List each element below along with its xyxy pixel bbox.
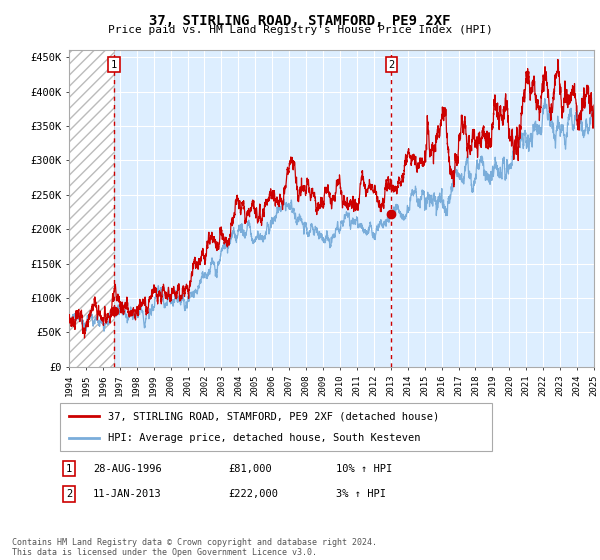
Text: 28-AUG-1996: 28-AUG-1996 bbox=[93, 464, 162, 474]
Text: 11-JAN-2013: 11-JAN-2013 bbox=[93, 489, 162, 499]
Text: £81,000: £81,000 bbox=[228, 464, 272, 474]
Text: 37, STIRLING ROAD, STAMFORD, PE9 2XF (detached house): 37, STIRLING ROAD, STAMFORD, PE9 2XF (de… bbox=[107, 411, 439, 421]
Text: Price paid vs. HM Land Registry's House Price Index (HPI): Price paid vs. HM Land Registry's House … bbox=[107, 25, 493, 35]
Text: 1: 1 bbox=[111, 59, 117, 69]
Text: 2: 2 bbox=[66, 489, 72, 499]
Text: 1: 1 bbox=[66, 464, 72, 474]
Text: £222,000: £222,000 bbox=[228, 489, 278, 499]
Text: 2: 2 bbox=[388, 59, 394, 69]
Text: 3% ↑ HPI: 3% ↑ HPI bbox=[336, 489, 386, 499]
Text: 37, STIRLING ROAD, STAMFORD, PE9 2XF: 37, STIRLING ROAD, STAMFORD, PE9 2XF bbox=[149, 14, 451, 28]
Text: 10% ↑ HPI: 10% ↑ HPI bbox=[336, 464, 392, 474]
Bar bbox=[69, 50, 114, 367]
Text: Contains HM Land Registry data © Crown copyright and database right 2024.
This d: Contains HM Land Registry data © Crown c… bbox=[12, 538, 377, 557]
Text: HPI: Average price, detached house, South Kesteven: HPI: Average price, detached house, Sout… bbox=[107, 433, 420, 443]
